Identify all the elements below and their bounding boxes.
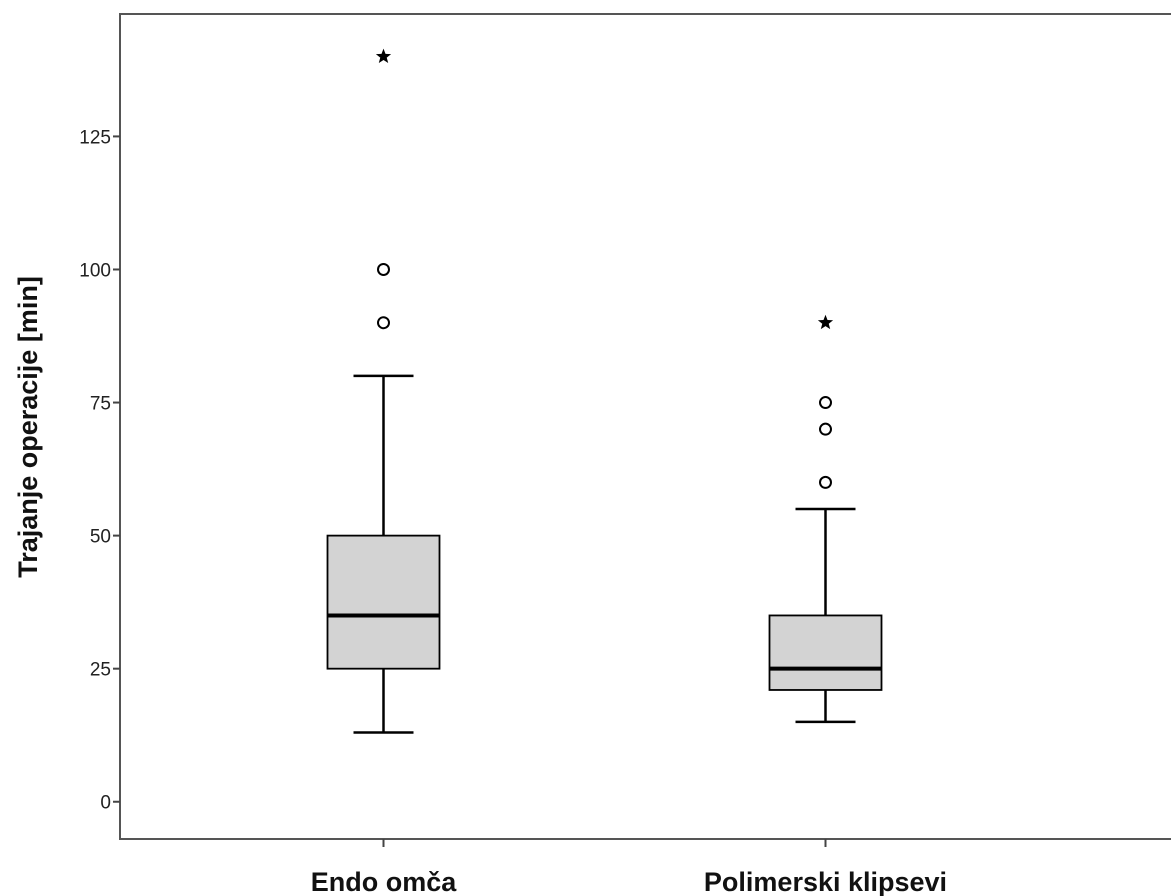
y-tick-label: 125 — [79, 127, 111, 148]
y-axis: 0 25 50 75 100 125 — [79, 127, 120, 814]
y-tick-label: 75 — [90, 394, 111, 415]
y-tick-label: 100 — [79, 260, 111, 281]
extreme-point — [817, 314, 834, 330]
outlier-point — [819, 475, 832, 489]
y-tick-label: 50 — [90, 527, 111, 548]
x-category-label: Polimerski klipsevi — [704, 867, 947, 896]
extreme-point — [375, 48, 392, 64]
outlier-point — [377, 316, 390, 330]
box-2 — [768, 314, 883, 724]
outlier-point — [377, 262, 390, 276]
outlier-point — [819, 422, 832, 436]
y-tick-label: 25 — [90, 660, 111, 681]
box-1 — [326, 48, 441, 734]
iqr-box — [768, 614, 883, 691]
x-category-label: Endo omča — [311, 867, 458, 896]
x-axis: Endo omča Polimerski klipsevi — [311, 839, 947, 896]
y-axis-title: Trajanje operacije [min] — [13, 276, 43, 578]
y-tick-label: 0 — [100, 793, 111, 814]
plot-frame — [119, 13, 1171, 840]
outlier-point — [819, 396, 832, 410]
iqr-box — [326, 534, 441, 670]
box-series — [326, 48, 883, 734]
